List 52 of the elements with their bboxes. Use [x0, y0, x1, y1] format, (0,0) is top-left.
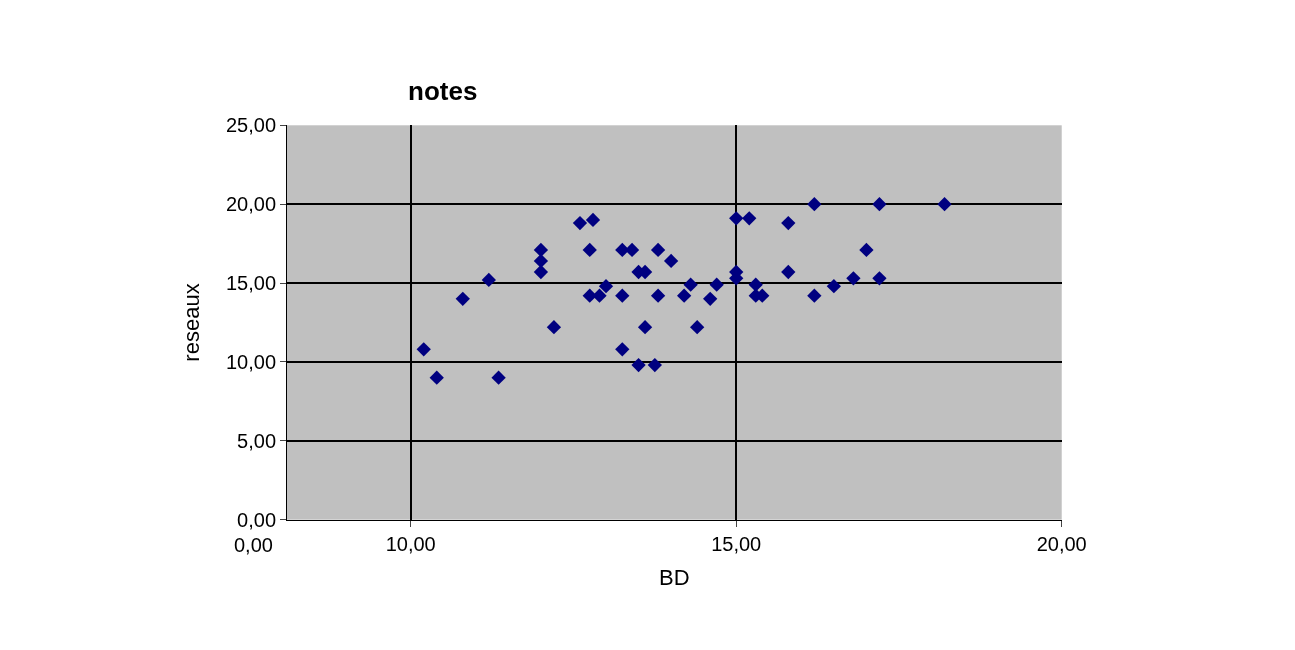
y-axis-title: reseaux [178, 283, 204, 362]
point [807, 197, 822, 212]
point [615, 342, 630, 357]
y-tick-label: 0,00 [237, 508, 277, 531]
x-tick-label: 10,00 [385, 532, 436, 555]
point [683, 277, 698, 292]
point [826, 279, 842, 294]
point [533, 242, 549, 258]
point [781, 215, 796, 231]
point [546, 320, 562, 335]
point [637, 320, 653, 335]
point [859, 242, 874, 258]
chart-title: notes [408, 76, 478, 106]
point [585, 212, 601, 228]
y-tick-label: 20,00 [225, 193, 277, 216]
x-tick-label: 15,00 [711, 532, 762, 555]
point [631, 357, 646, 373]
point [650, 288, 666, 303]
x-axis-title: BD [659, 564, 690, 590]
point [846, 271, 861, 286]
point [781, 264, 796, 280]
y-tick-label: 5,00 [237, 429, 277, 452]
point [429, 370, 444, 385]
point [592, 288, 607, 303]
point [598, 279, 614, 294]
point [690, 320, 705, 335]
point [615, 288, 630, 303]
point [709, 277, 724, 292]
point [807, 288, 822, 303]
point [676, 288, 692, 303]
y-tick-label: 25,00 [225, 114, 277, 137]
point [647, 357, 662, 373]
point [703, 291, 718, 306]
point [748, 277, 763, 292]
point [491, 370, 506, 385]
x-tick-label: 20,00 [1036, 532, 1087, 555]
point [416, 342, 431, 357]
point [481, 272, 496, 288]
point [872, 197, 887, 212]
point [533, 264, 549, 280]
point [872, 271, 887, 286]
y-tick-label: 15,00 [225, 272, 277, 295]
point [937, 197, 952, 212]
point [663, 253, 679, 269]
point [650, 242, 666, 258]
point [729, 211, 744, 226]
point [572, 215, 588, 231]
point [455, 291, 470, 306]
point [742, 211, 757, 226]
point [582, 242, 597, 258]
y-tick-label: 10,00 [225, 350, 277, 373]
point [533, 253, 549, 269]
